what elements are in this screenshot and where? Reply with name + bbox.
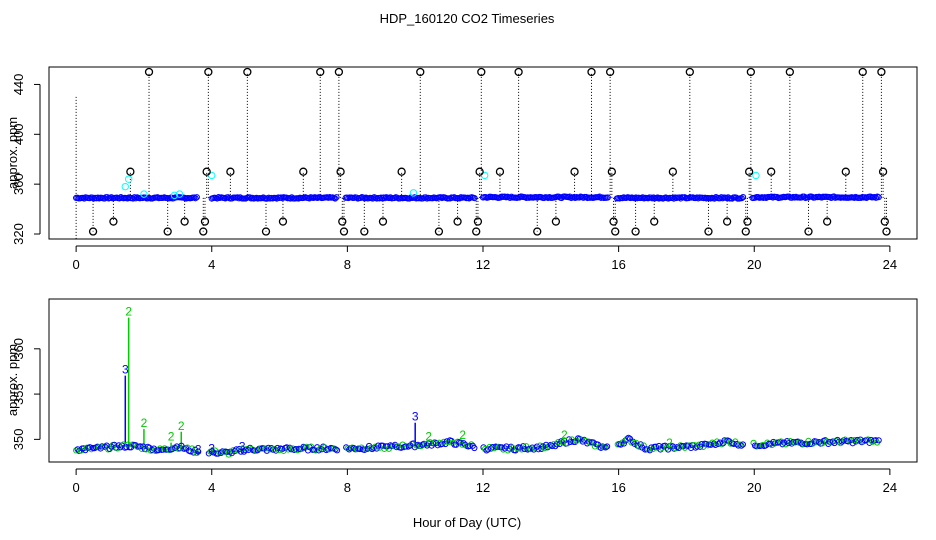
top-x-tick-label: 0 [73, 257, 80, 272]
bottom-series-marker-2: 2 [125, 305, 132, 319]
bottom-series-marker-3: 3 [122, 363, 129, 377]
top-y-tick-label: 360 [11, 173, 26, 195]
bottom-series-marker-3: 3 [239, 440, 246, 454]
top-panel-frame [49, 67, 917, 239]
top-data-layer [74, 68, 890, 239]
top-x-tick-label: 12 [476, 257, 490, 272]
bottom-series-marker-3: 3 [208, 441, 215, 455]
bottom-y-tick-label: 360 [11, 338, 26, 360]
top-y-tick-label: 320 [11, 223, 26, 245]
bottom-series-marker-3: 3 [412, 410, 419, 424]
top-x-tick-label: 4 [208, 257, 215, 272]
bottom-series-marker-2: 2 [168, 430, 175, 444]
bottom-x-tick-label: 4 [208, 480, 215, 495]
bottom-panel: approx. ppm 350355360 0 4 8 12 16 20 24 322223… [5, 299, 917, 495]
bottom-series-marker-2: 2 [141, 416, 148, 430]
top-x-tick-label: 8 [344, 257, 351, 272]
top-x-tick-label: 24 [883, 257, 897, 272]
bottom-y-tick-label: 355 [11, 383, 26, 405]
x-axis-label: Hour of Day (UTC) [413, 515, 521, 530]
figure-title: HDP_160120 CO2 Timeseries [380, 11, 555, 26]
top-cyan-point [753, 172, 759, 178]
co2-timeseries-figure: HDP_160120 CO2 Timeseries approx. ppm 32… [0, 0, 936, 540]
bottom-x-tick-label: 20 [747, 480, 761, 495]
bottom-y-tick-label: 350 [11, 429, 26, 451]
bottom-x-tick-label: 16 [611, 480, 625, 495]
bottom-y-axis: 350 355 360 [11, 338, 40, 450]
top-panel: approx. ppm 320360400440 0 4 8 12 16 20 24 [5, 67, 917, 272]
bottom-x-tick-label: 0 [73, 480, 80, 495]
top-x-tick-label: 20 [747, 257, 761, 272]
bottom-x-tick-label: 8 [344, 480, 351, 495]
bottom-x-tick-label: 24 [883, 480, 897, 495]
bottom-series-marker-2: 2 [459, 428, 466, 442]
bottom-panel-frame [49, 299, 917, 462]
top-x-tick-label: 16 [611, 257, 625, 272]
bottom-x-tick-label: 12 [476, 480, 490, 495]
bottom-series-marker-2: 2 [666, 436, 673, 450]
bottom-series-marker-2: 2 [425, 430, 432, 444]
bottom-series-marker-3: 3 [195, 442, 202, 456]
bottom-series-marker-2: 2 [561, 428, 568, 442]
bottom-x-axis: 0 4 8 12 16 20 24 [73, 469, 898, 495]
bottom-series-marker-2: 2 [178, 419, 185, 433]
top-cyan-point [125, 176, 131, 182]
top-x-axis: 0 4 8 12 16 20 24 [73, 246, 898, 272]
top-y-tick-label: 440 [11, 74, 26, 96]
top-cyan-point [122, 183, 128, 189]
top-y-tick-label: 400 [11, 123, 26, 145]
